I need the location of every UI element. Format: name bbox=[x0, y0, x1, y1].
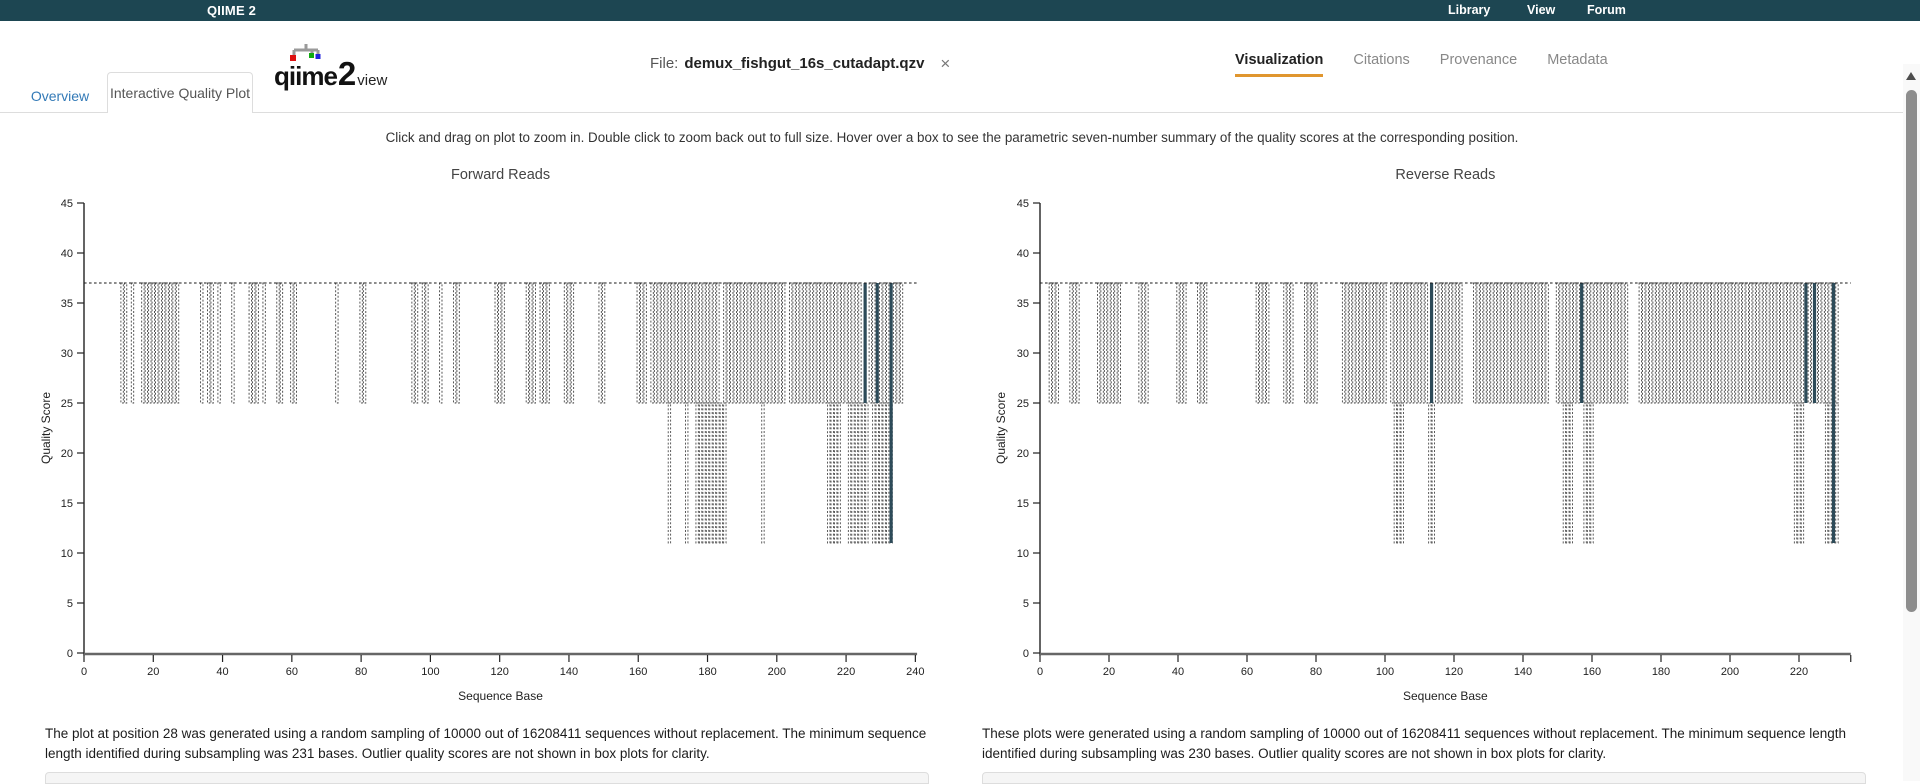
reverse-reads-caption: These plots were generated using a rando… bbox=[982, 726, 1847, 761]
svg-text:240: 240 bbox=[906, 666, 924, 678]
nav-forum-link[interactable]: Forum bbox=[1587, 3, 1626, 17]
result-nav: Visualization Citations Provenance Metad… bbox=[1235, 52, 1638, 77]
qiime2view-logo[interactable]: qiime 2 view bbox=[274, 43, 424, 92]
svg-text:140: 140 bbox=[1514, 666, 1532, 678]
tab-metadata[interactable]: Metadata bbox=[1547, 52, 1608, 68]
svg-text:15: 15 bbox=[1017, 498, 1029, 510]
tab-strip-divider bbox=[0, 112, 1904, 113]
svg-text:40: 40 bbox=[1017, 248, 1029, 260]
svg-text:140: 140 bbox=[560, 666, 578, 678]
logo-fork-icon bbox=[290, 44, 321, 61]
tab-interactive-quality-plot[interactable]: Interactive Quality Plot bbox=[107, 72, 253, 113]
nav-library-link[interactable]: Library bbox=[1448, 3, 1491, 17]
svg-text:100: 100 bbox=[1376, 666, 1394, 678]
svg-text:40: 40 bbox=[61, 248, 73, 260]
svg-text:160: 160 bbox=[1583, 666, 1601, 678]
svg-text:0: 0 bbox=[67, 648, 73, 660]
nav-view-link[interactable]: View bbox=[1527, 3, 1556, 17]
forward-reads-table-panel bbox=[45, 772, 929, 784]
svg-text:60: 60 bbox=[1241, 666, 1253, 678]
svg-text:180: 180 bbox=[1652, 666, 1670, 678]
svg-text:80: 80 bbox=[355, 666, 367, 678]
svg-text:60: 60 bbox=[286, 666, 298, 678]
reverse-reads-table-panel bbox=[982, 772, 1866, 784]
svg-text:200: 200 bbox=[768, 666, 786, 678]
qiime2-brand-link[interactable]: QIIME 2 bbox=[207, 3, 257, 18]
svg-text:35: 35 bbox=[61, 298, 73, 310]
svg-text:45: 45 bbox=[61, 198, 73, 210]
forward-reads-chart[interactable]: 0 5 10 15 20 25 30 35 40 45 0 20 40 60 80 100 120 140 160 1… bbox=[30, 156, 945, 721]
svg-text:Forward Reads: Forward Reads bbox=[451, 167, 550, 183]
logo-wordmark: qiime 2 view bbox=[274, 55, 388, 92]
svg-text:40: 40 bbox=[216, 666, 228, 678]
svg-text:120: 120 bbox=[1445, 666, 1463, 678]
file-label: File: bbox=[650, 54, 679, 72]
svg-text:220: 220 bbox=[837, 666, 855, 678]
svg-text:0: 0 bbox=[1037, 666, 1043, 678]
top-banner: QIIME 2 Library View Forum bbox=[0, 0, 1920, 21]
svg-text:40: 40 bbox=[1172, 666, 1184, 678]
svg-text:180: 180 bbox=[698, 666, 716, 678]
svg-text:20: 20 bbox=[147, 666, 159, 678]
tab-provenance[interactable]: Provenance bbox=[1439, 52, 1518, 68]
svg-text:Quality Score: Quality Score bbox=[39, 392, 53, 464]
svg-text:0: 0 bbox=[1023, 648, 1029, 660]
svg-text:0: 0 bbox=[81, 666, 87, 678]
scroll-up-arrow-icon[interactable] bbox=[1906, 72, 1916, 80]
svg-text:80: 80 bbox=[1310, 666, 1322, 678]
svg-text:220: 220 bbox=[1790, 666, 1808, 678]
file-name: demux_fishgut_16s_cutadapt.qzv bbox=[684, 54, 925, 72]
svg-text:20: 20 bbox=[1017, 448, 1029, 460]
page-header: qiime 2 view File: demux_fishgut_16s_cutad… bbox=[0, 21, 1920, 113]
reverse-reads-chart[interactable]: 0 5 10 15 20 25 30 35 40 45 0 20 40 60 80 100 120 140 160 1… bbox=[985, 156, 1900, 721]
svg-text:Sequence Base: Sequence Base bbox=[458, 689, 543, 703]
vertical-scrollbar-thumb[interactable] bbox=[1906, 90, 1917, 612]
svg-text:160: 160 bbox=[629, 666, 647, 678]
svg-text:45: 45 bbox=[1017, 198, 1029, 210]
svg-text:15: 15 bbox=[61, 498, 73, 510]
svg-text:10: 10 bbox=[61, 548, 73, 560]
svg-text:35: 35 bbox=[1017, 298, 1029, 310]
tab-citations[interactable]: Citations bbox=[1353, 52, 1410, 68]
svg-text:120: 120 bbox=[491, 666, 509, 678]
svg-text:Quality Score: Quality Score bbox=[994, 392, 1008, 464]
tab-visualization[interactable]: Visualization bbox=[1235, 52, 1324, 77]
svg-text:200: 200 bbox=[1721, 666, 1739, 678]
svg-text:30: 30 bbox=[61, 348, 73, 360]
svg-text:Sequence Base: Sequence Base bbox=[1403, 689, 1488, 703]
svg-text:100: 100 bbox=[421, 666, 439, 678]
svg-text:5: 5 bbox=[1023, 598, 1029, 610]
file-close-icon[interactable]: × bbox=[940, 53, 951, 73]
plot-instruction-text: Click and drag on plot to zoom in. Doubl… bbox=[385, 130, 1519, 145]
svg-text:25: 25 bbox=[61, 398, 73, 410]
forward-reads-caption: The plot at position 28 was generated us… bbox=[45, 726, 927, 761]
svg-text:25: 25 bbox=[1017, 398, 1029, 410]
open-file-bar: File: demux_fishgut_16s_cutadapt.qzv × bbox=[650, 52, 950, 74]
svg-text:10: 10 bbox=[1017, 548, 1029, 560]
svg-text:Reverse Reads: Reverse Reads bbox=[1395, 167, 1495, 183]
tab-overview[interactable]: Overview bbox=[30, 88, 90, 104]
svg-text:20: 20 bbox=[1103, 666, 1115, 678]
svg-text:20: 20 bbox=[61, 448, 73, 460]
vertical-scrollbar-track[interactable] bbox=[1903, 64, 1920, 781]
svg-text:30: 30 bbox=[1017, 348, 1029, 360]
svg-text:5: 5 bbox=[67, 598, 73, 610]
